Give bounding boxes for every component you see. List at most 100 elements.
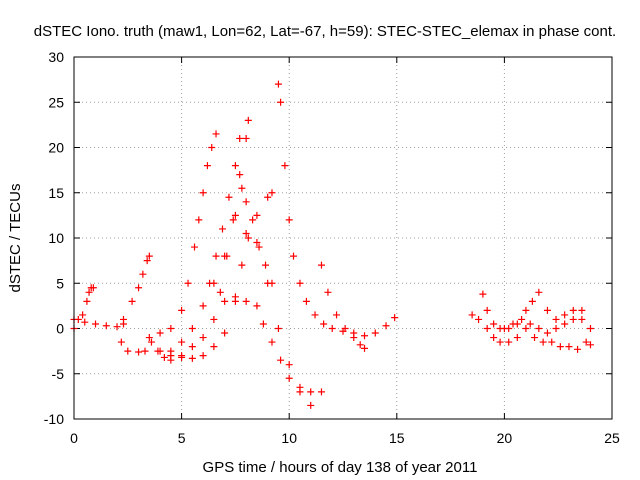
data-point [582,338,590,346]
data-point [268,189,276,197]
data-point [518,315,526,323]
data-point [135,348,143,356]
data-point [539,338,547,346]
series-4 [117,338,175,364]
data-point [277,356,285,364]
data-point [496,338,504,346]
data-point [569,306,577,314]
y-tick-label: 30 [48,49,64,65]
data-point [236,171,244,179]
data-point [199,302,207,310]
data-point [253,302,261,310]
x-tick-label: 10 [281,430,297,446]
plot-frame [73,56,613,420]
grid-lines [74,57,612,419]
data-point [102,322,110,330]
x-tick-label: 5 [178,430,186,446]
data-point [229,216,237,224]
data-point [505,338,513,346]
data-point [167,325,175,332]
data-point [195,216,203,224]
data-point [135,284,143,292]
data-point [475,315,483,323]
series-10 [221,293,325,396]
series-2 [70,315,127,331]
data-point [281,162,289,170]
data-point [285,216,293,224]
data-point [268,279,276,287]
data-point [238,261,246,269]
data-points [70,80,594,409]
data-point [221,297,229,305]
data-point [277,98,285,106]
data-point [199,352,207,360]
axis-ticks: 0 5 10 15 20 25 -10 -5 0 5 10 15 20 25 30 [44,49,620,446]
data-point [156,329,164,337]
data-point [522,306,530,314]
y-tick-label: 0 [56,321,64,337]
data-point [117,338,125,346]
series-9 [210,184,315,409]
data-point [199,334,207,342]
data-point [242,229,250,237]
data-point [212,252,220,260]
data-point [350,334,358,342]
series-12 [274,80,399,340]
data-point [231,162,239,170]
data-point [89,284,97,292]
series-5 [145,130,220,342]
data-point [586,325,594,332]
data-point [188,354,196,362]
series-14 [468,311,594,353]
data-point [561,311,569,319]
data-point [210,315,218,323]
data-point [333,311,341,319]
data-point [128,297,136,305]
data-point [535,288,543,296]
data-point [531,334,539,342]
data-point [341,325,349,332]
data-point [178,353,186,361]
series-16 [500,306,586,337]
data-point [184,279,192,287]
data-point [139,270,147,278]
data-point [81,318,89,326]
data-point [468,311,476,319]
data-point [320,320,328,328]
data-point [221,252,229,260]
y-axis-label: dSTEC / TECUs [7,184,24,293]
data-point [178,306,186,314]
data-point [231,211,239,219]
data-point [382,322,390,330]
data-point [242,297,250,305]
data-point [500,325,508,332]
x-tick-label: 0 [70,430,78,446]
data-point [490,334,498,342]
data-point [361,332,369,340]
data-point [79,311,87,319]
data-point [143,257,151,265]
data-point [255,243,263,251]
data-point [552,325,560,332]
data-point [262,261,270,269]
data-point [145,334,153,342]
data-point [199,189,207,197]
data-point [242,134,250,142]
data-point [203,162,211,170]
chart-title: dSTEC Iono. truth (maw1, Lon=62, Lat=-67… [34,23,616,40]
x-tick-label: 15 [389,430,405,446]
data-point [296,279,304,287]
y-tick-label: 10 [48,230,64,246]
series-13 [317,261,369,352]
data-point [285,374,293,382]
data-point [526,320,534,328]
data-point [513,334,521,342]
data-point [244,234,252,242]
data-point [371,329,379,337]
data-point [509,320,517,328]
data-point [586,341,594,349]
data-point [522,325,530,332]
data-point [212,130,220,138]
data-point [307,388,315,396]
